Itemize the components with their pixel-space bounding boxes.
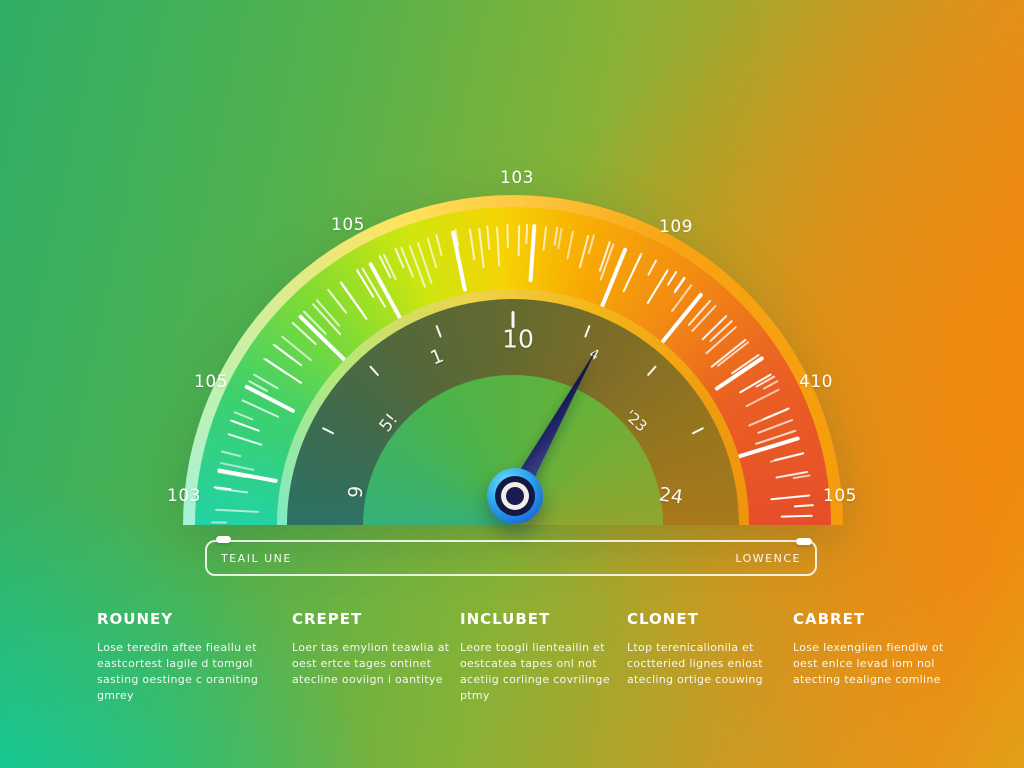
dial-label: 10	[502, 324, 534, 354]
footer-column-title: ROUNEY	[97, 610, 174, 628]
outer-scale-label: 105	[194, 372, 228, 392]
outer-scale-label: 103	[167, 486, 201, 506]
gauge-tick	[506, 224, 509, 249]
footer-column-body: Lose teredin aftee fieallu et eastcortes…	[97, 641, 259, 702]
range-bar-right-handle[interactable]	[796, 538, 812, 545]
outer-scale-label: 410	[799, 372, 833, 392]
range-bar: TEAIL UNE LOWENCE	[205, 540, 817, 576]
footer-column: CABRET Lose lexenglien fiendlw ot oest e…	[793, 610, 958, 688]
footer-column-body: Leore toogli lienteailin et oestcatea ta…	[460, 641, 610, 702]
outer-scale-label: 105	[331, 215, 365, 235]
dial-label: 9	[344, 484, 368, 500]
footer-column-title: INCLUBET	[460, 610, 551, 628]
range-bar-left-handle[interactable]	[216, 536, 231, 543]
outer-scale-label: 105	[823, 486, 857, 506]
gauge-hub-core	[506, 487, 524, 505]
dial-tick	[511, 311, 515, 328]
range-bar-right-label: LOWENCE	[735, 551, 801, 565]
range-bar-left-label: TEAIL UNE	[221, 551, 292, 565]
footer-column: INCLUBET Leore toogli lienteailin et oes…	[460, 610, 625, 704]
footer-column: CLONET Ltop terenicalionila et coctterie…	[627, 610, 792, 688]
footer-column-title: CREPET	[292, 610, 363, 628]
footer-column-body: Lose lexenglien fiendlw ot oest enlce le…	[793, 641, 944, 686]
footer-column-title: CLONET	[627, 610, 699, 628]
gauge-tick	[211, 521, 228, 524]
footer-column: CREPET Loer tas emylion teawlia at oest …	[292, 610, 457, 688]
footer-column-body: Ltop terenicalionila et coctteried ligne…	[627, 641, 763, 686]
footer-column-title: CABRET	[793, 610, 866, 628]
footer-column: ROUNEY Lose teredin aftee fieallu et eas…	[97, 610, 262, 704]
dial-label: 24	[657, 483, 685, 509]
outer-scale-label: 103	[500, 168, 534, 188]
outer-scale-label: 109	[659, 217, 693, 237]
footer-column-body: Loer tas emylion teawlia at oest ertce t…	[292, 641, 450, 686]
